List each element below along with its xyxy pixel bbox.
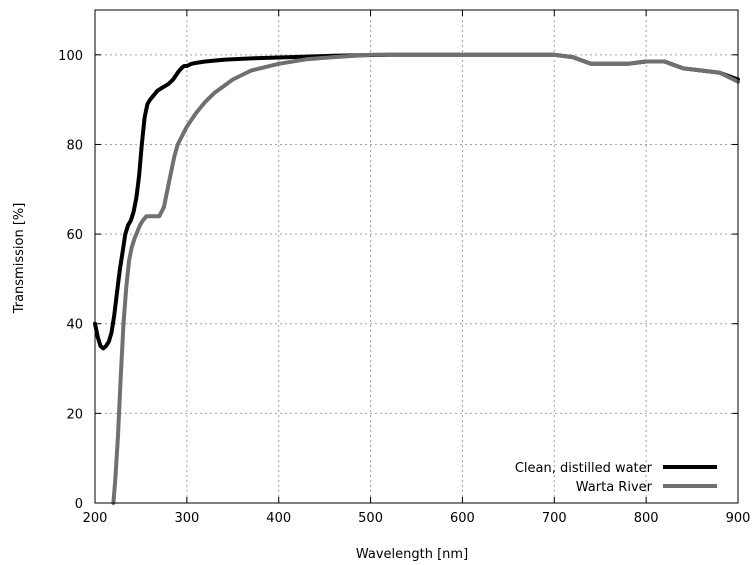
x-tick-label: 500 [358, 511, 383, 526]
grid [95, 10, 738, 503]
series-line-1 [111, 52, 740, 505]
plot-frame [94, 9, 739, 504]
x-tick-label: 400 [266, 511, 291, 526]
y-tick-label: 0 [75, 497, 83, 512]
series-line-0 [93, 52, 740, 351]
x-tick-labels: 200 300 400 500 600 700 800 900 [83, 511, 751, 526]
y-tick-label: 60 [66, 228, 83, 243]
axis-ticks [94, 10, 739, 504]
y-tick-label: 40 [66, 318, 83, 333]
series-lines [93, 52, 740, 505]
y-tick-labels: 0 20 40 60 80 100 [58, 49, 83, 512]
x-tick-label: 800 [634, 511, 659, 526]
legend-label-0: Clean, distilled water [515, 461, 653, 476]
x-tick-label: 300 [174, 511, 199, 526]
y-axis-label: Transmission [%] [12, 203, 27, 315]
x-tick-label: 600 [450, 511, 475, 526]
x-tick-label: 200 [83, 511, 108, 526]
legend-label-1: Warta River [576, 480, 653, 495]
legend: Clean, distilled water Warta River [515, 461, 717, 495]
x-tick-label: 900 [726, 511, 751, 526]
y-tick-label: 100 [58, 49, 83, 64]
y-tick-label: 80 [66, 138, 83, 153]
x-axis-label: Wavelength [nm] [356, 547, 468, 562]
x-tick-label: 700 [542, 511, 567, 526]
y-tick-label: 20 [66, 407, 83, 422]
